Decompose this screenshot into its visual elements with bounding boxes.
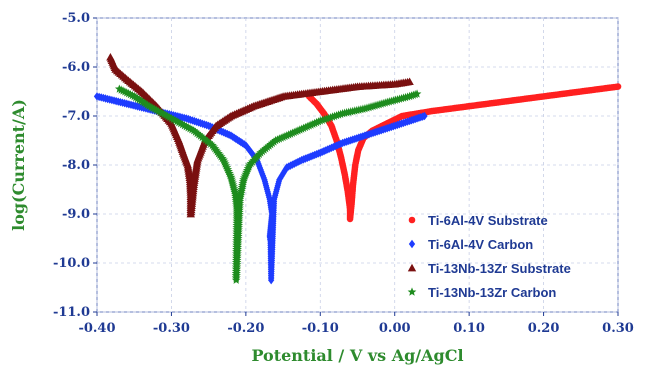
data-point bbox=[199, 134, 209, 143]
y-tick-label: -9.0 bbox=[62, 207, 90, 222]
data-point bbox=[214, 148, 223, 158]
x-axis-ticks: -0.40 -0.30 -0.20 -0.10 0.00 0.10 0.20 0.30 bbox=[78, 312, 634, 336]
x-axis-title: Potential / V vs Ag/AgCl bbox=[251, 346, 463, 365]
legend-marker bbox=[407, 287, 417, 296]
legend-label: Ti-6Al-4V Carbon bbox=[428, 237, 533, 252]
x-tick-label: 0.20 bbox=[528, 321, 560, 336]
data-point bbox=[196, 131, 205, 140]
x-tick-label: 0.10 bbox=[453, 321, 485, 336]
data-point bbox=[614, 83, 622, 90]
legend-marker bbox=[408, 239, 416, 249]
legend-item: Ti-6Al-4V Substrate bbox=[408, 213, 548, 228]
data-point bbox=[412, 89, 422, 98]
x-tick-label: -0.20 bbox=[227, 321, 264, 336]
y-tick-label: -10.0 bbox=[53, 256, 90, 271]
data-point bbox=[206, 139, 216, 148]
data-point bbox=[421, 111, 428, 121]
data-point bbox=[209, 142, 218, 151]
data-point bbox=[210, 144, 220, 153]
legend-item: Ti-13Nb-13Zr Substrate bbox=[407, 261, 571, 276]
data-point bbox=[191, 127, 200, 136]
legend-marker bbox=[408, 216, 416, 224]
data-point bbox=[189, 126, 199, 135]
x-tick-label: 0.00 bbox=[379, 321, 411, 336]
data-point bbox=[211, 145, 221, 155]
data-point bbox=[192, 128, 202, 138]
y-axis-ticks: -5.0 -6.0 -7.0 -8.0 -9.0 -10.0 -11.0 bbox=[53, 11, 97, 320]
x-tick-label: -0.40 bbox=[78, 321, 115, 336]
series-layer bbox=[93, 53, 622, 285]
y-tick-label: -7.0 bbox=[62, 109, 90, 124]
x-tick-label: -0.30 bbox=[153, 321, 190, 336]
legend-item: Ti-13Nb-13Zr Carbon bbox=[407, 285, 556, 300]
data-point bbox=[194, 130, 204, 139]
data-point bbox=[204, 138, 214, 147]
data-point bbox=[202, 136, 212, 146]
x-tick-label: 0.30 bbox=[602, 321, 634, 336]
data-point bbox=[207, 140, 217, 150]
data-point bbox=[217, 153, 227, 163]
data-point bbox=[215, 150, 225, 159]
legend-item: Ti-6Al-4V Carbon bbox=[408, 237, 533, 252]
legend-label: Ti-13Nb-13Zr Carbon bbox=[428, 285, 556, 300]
x-tick-label: -0.10 bbox=[302, 321, 339, 336]
legend-label: Ti-6Al-4V Substrate bbox=[428, 213, 548, 228]
data-point bbox=[212, 147, 222, 156]
legend-label: Ti-13Nb-13Zr Substrate bbox=[428, 261, 571, 276]
legend-marker bbox=[407, 263, 417, 272]
data-point bbox=[201, 135, 210, 144]
y-tick-label: -5.0 bbox=[62, 11, 90, 26]
data-point bbox=[216, 152, 226, 161]
y-axis-title: log(Current/A) bbox=[9, 99, 28, 231]
data-point bbox=[405, 77, 414, 86]
legend: Ti-6Al-4V Substrate Ti-6Al-4V Carbon Ti-13… bbox=[407, 213, 571, 300]
y-tick-label: -11.0 bbox=[53, 305, 90, 320]
data-point bbox=[197, 132, 207, 142]
y-tick-label: -6.0 bbox=[62, 60, 90, 75]
y-tick-label: -8.0 bbox=[62, 158, 90, 173]
series-4 bbox=[114, 84, 422, 284]
